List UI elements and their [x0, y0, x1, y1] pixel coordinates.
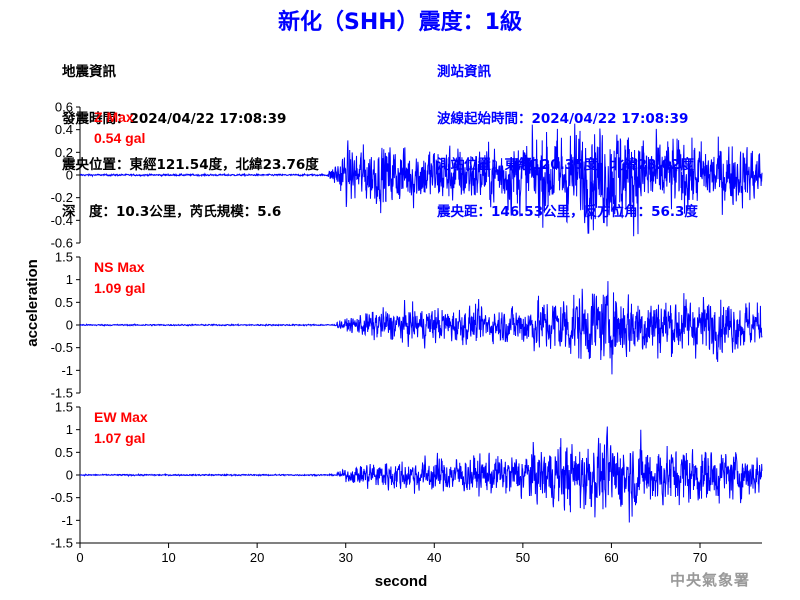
earthquake-info-block: 地震資訊 發震時間：2024/04/22 17:08:39 震央位置：東經121… — [62, 34, 319, 236]
depth-magnitude: 深 度：10.3公里，芮氏規模：5.6 — [62, 203, 282, 220]
max-label-NS: NS Max — [94, 259, 145, 275]
x-axis-label: second — [375, 573, 428, 590]
x-tick-label: 50 — [516, 550, 530, 565]
y-tick-label-NS: -1.5 — [51, 386, 73, 401]
y-tick-label-NS: 0 — [66, 318, 73, 333]
x-tick-label: 70 — [693, 550, 707, 565]
max-label-Z: Z Max — [94, 109, 134, 125]
x-tick-label: 30 — [338, 550, 352, 565]
y-tick-label-NS: 1.5 — [55, 250, 73, 265]
y-tick-label-EW: -0.5 — [51, 490, 73, 505]
y-tick-label-EW: 0.5 — [55, 445, 73, 460]
wave-start-time: 波線起始時間：2024/04/22 17:08:39 — [437, 110, 689, 127]
y-tick-label-Z: -0.4 — [51, 213, 73, 228]
y-tick-label-Z: 0.2 — [55, 145, 73, 160]
y-tick-label-Z: 0.4 — [55, 122, 73, 137]
y-axis-label: acceleration — [24, 259, 41, 347]
y-tick-label-NS: 0.5 — [55, 295, 73, 310]
max-value-Z: 0.54 gal — [94, 130, 145, 146]
waveform-Z — [79, 123, 763, 237]
station-info-heading: 測站資訊 — [437, 64, 491, 80]
max-label-EW: EW Max — [94, 409, 148, 425]
max-value-NS: 1.09 gal — [94, 280, 145, 296]
y-tick-label-Z: -0.2 — [51, 190, 73, 205]
x-tick-label: 60 — [604, 550, 618, 565]
page-title: 新化（SHH）震度：1級 — [278, 10, 522, 35]
x-tick-label: 0 — [76, 550, 83, 565]
y-tick-label-Z: 0.6 — [55, 100, 73, 115]
y-tick-label-EW: 1 — [66, 422, 73, 437]
y-tick-label-Z: -0.6 — [51, 236, 73, 251]
waveform-NS — [79, 281, 763, 375]
x-tick-label: 10 — [161, 550, 175, 565]
y-tick-label-EW: -1 — [61, 513, 73, 528]
agency-logo: 中央氣象署 — [669, 571, 750, 589]
earthquake-info-heading: 地震資訊 — [62, 64, 116, 80]
y-tick-label-Z: 0 — [66, 168, 73, 183]
max-value-EW: 1.07 gal — [94, 430, 145, 446]
waveform-EW — [79, 426, 763, 523]
y-tick-label-NS: -1 — [61, 363, 73, 378]
y-tick-label-EW: 0 — [66, 468, 73, 483]
x-tick-label: 20 — [250, 550, 264, 565]
x-tick-label: 40 — [427, 550, 441, 565]
y-tick-label-EW: -1.5 — [51, 536, 73, 551]
y-tick-label-NS: 1 — [66, 272, 73, 287]
earthquake-time: 發震時間：2024/04/22 17:08:39 — [62, 110, 287, 127]
epicenter-location: 震央位置：東經121.54度，北緯23.76度 — [62, 157, 319, 173]
y-tick-label-NS: -0.5 — [51, 340, 73, 355]
y-tick-label-EW: 1.5 — [55, 400, 73, 415]
